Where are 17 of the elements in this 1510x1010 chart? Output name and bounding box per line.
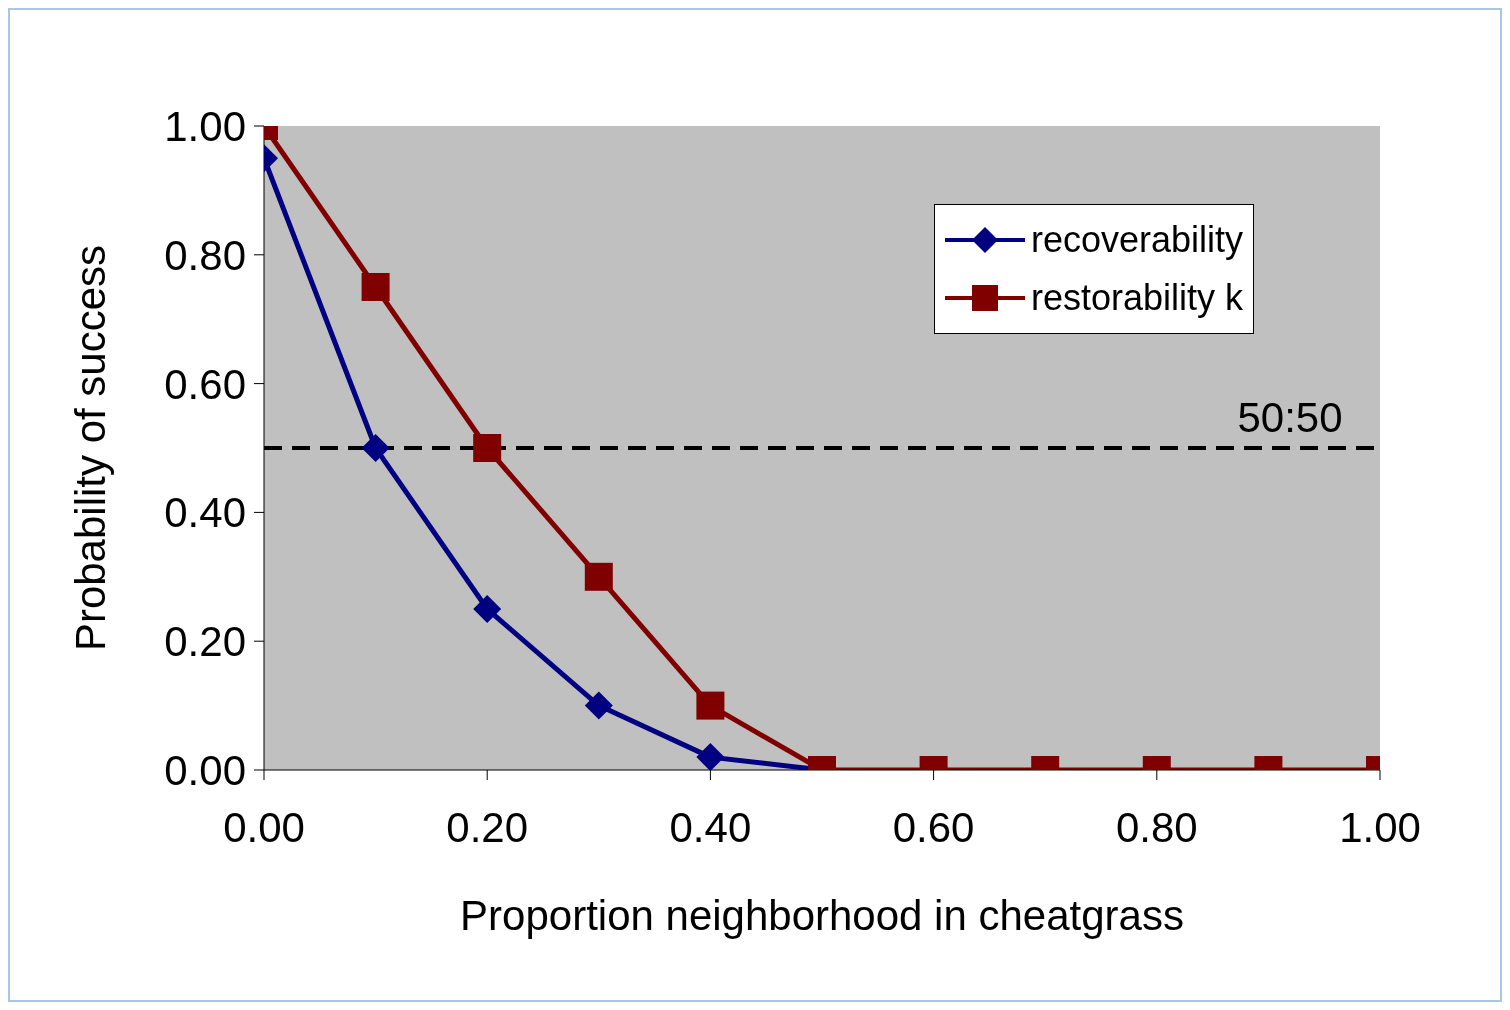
y-tick-label: 0.80 [164,231,246,279]
y-tick-label: 1.00 [164,102,246,150]
x-tick-label: 0.00 [223,803,305,851]
x-tick-label: 0.60 [892,803,975,851]
x-tick-label: 0.20 [446,803,529,851]
x-tick-label: 0.40 [669,803,752,851]
y-tick-label: 0.00 [164,746,246,794]
ref-line-label: 50:50 [1237,394,1343,441]
y-tick-label: 0.20 [164,618,246,666]
legend-label: recoverability [1030,219,1243,261]
y-tick-label: 0.60 [164,360,246,408]
x-tick-label: 0.80 [1115,803,1198,851]
legend-label: restorability k [1030,277,1243,319]
y-axis-title: Probability of success [66,244,114,652]
x-axis-title: Proportion neighborhood in cheatgrass [460,892,1184,939]
y-tick-label: 0.40 [164,489,246,537]
x-tick-label: 1.00 [1339,803,1421,851]
